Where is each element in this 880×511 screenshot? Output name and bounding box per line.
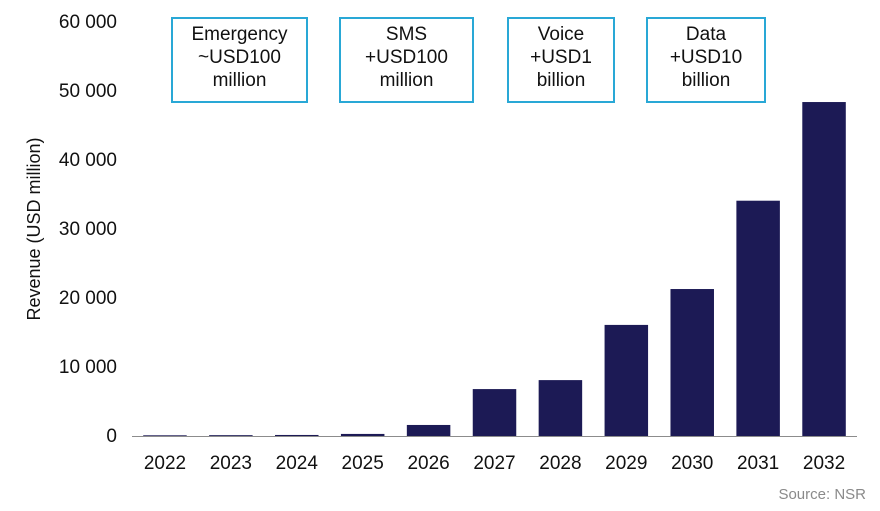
annotation-line: Voice: [537, 24, 585, 45]
bar: [143, 435, 187, 437]
annotation-line: billion: [536, 70, 586, 91]
annotation-line: SMS: [385, 24, 428, 45]
annotation-line: Emergency: [191, 24, 288, 45]
bar: [538, 380, 583, 436]
annotation-line: +USD1: [530, 47, 592, 68]
y-tick-label: 10 000: [59, 357, 117, 378]
annotation-data: Data +USD10 billion: [646, 17, 766, 103]
annotation-line: million: [379, 70, 434, 91]
annotation-voice: Voice +USD1 billion: [507, 17, 615, 103]
x-tick-label: 2023: [210, 453, 252, 474]
bar: [275, 434, 319, 436]
bars: [143, 102, 846, 437]
x-tick-label: 2026: [407, 453, 449, 474]
bar: [340, 433, 385, 436]
y-tick-label: 30 000: [59, 219, 117, 240]
bar: [209, 435, 253, 437]
y-axis: 0 10 000 20 000 30 000 40 000 50 000 60 000: [59, 12, 117, 447]
bar: [736, 200, 780, 436]
x-axis: 2022 2023 2024 2025 2026 2027 2028 2029 2030 2031…: [132, 436, 857, 474]
annotation-line: +USD10: [669, 47, 743, 68]
y-tick-label: 60 000: [59, 12, 117, 33]
bar: [802, 102, 846, 436]
annotation-line: ~USD100: [198, 47, 281, 68]
annotation-line: +USD100: [365, 47, 448, 68]
x-tick-label: 2029: [605, 453, 647, 474]
y-tick-label: 0: [106, 426, 117, 447]
annotation-line: Data: [685, 24, 727, 45]
bar: [670, 289, 714, 436]
source-note: Source: NSR: [778, 486, 866, 503]
x-tick-label: 2025: [342, 453, 384, 474]
y-axis-title: Revenue (USD million): [24, 137, 44, 320]
y-tick-label: 40 000: [59, 150, 117, 171]
x-tick-label: 2031: [737, 453, 779, 474]
annotation-emergency: Emergency ~USD100 million: [171, 17, 308, 103]
annotation-line: million: [212, 70, 267, 91]
bar: [406, 424, 451, 436]
x-tick-label: 2032: [803, 453, 845, 474]
annotation-line: billion: [681, 70, 731, 91]
annotation-sms: SMS +USD100 million: [339, 17, 474, 103]
x-tick-label: 2027: [473, 453, 515, 474]
x-tick-label: 2022: [144, 453, 186, 474]
y-tick-label: 20 000: [59, 288, 117, 309]
bar: [472, 389, 517, 436]
bar: [604, 324, 649, 436]
y-tick-label: 50 000: [59, 81, 117, 102]
x-tick-label: 2030: [671, 453, 713, 474]
x-tick-label: 2024: [276, 453, 319, 474]
x-tick-label: 2028: [539, 453, 581, 474]
